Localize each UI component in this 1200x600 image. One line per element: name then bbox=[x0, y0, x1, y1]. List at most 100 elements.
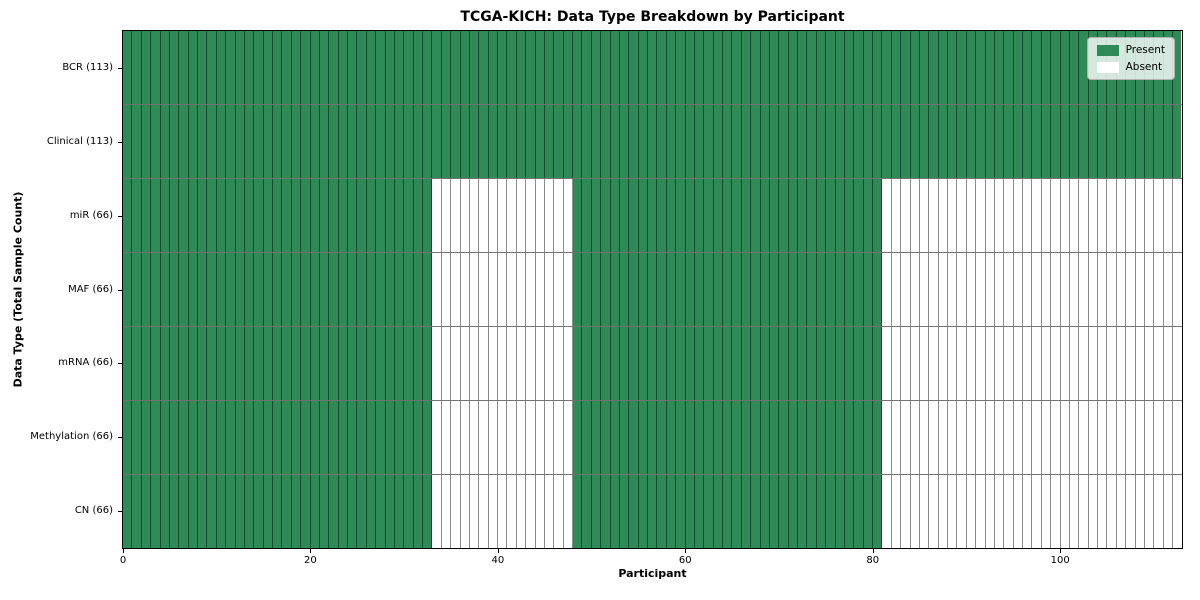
grid-cell bbox=[479, 31, 489, 104]
grid-cell bbox=[348, 253, 358, 326]
grid-cell bbox=[788, 179, 798, 252]
x-tick-label: 80 bbox=[866, 555, 880, 566]
grid-cell bbox=[1051, 327, 1061, 400]
grid-cell bbox=[151, 253, 161, 326]
grid-cell bbox=[179, 31, 189, 104]
grid-cell bbox=[1088, 327, 1098, 400]
grid-cell bbox=[535, 31, 545, 104]
grid-cell bbox=[376, 475, 386, 548]
y-tick-mark bbox=[118, 141, 122, 143]
grid-cell bbox=[835, 475, 845, 548]
grid-cell bbox=[694, 31, 705, 104]
grid-cell bbox=[1069, 475, 1080, 548]
grid-cell bbox=[441, 327, 452, 400]
grid-cell bbox=[413, 105, 423, 178]
grid-cell bbox=[760, 105, 770, 178]
grid-cell bbox=[873, 475, 883, 548]
grid-cell bbox=[1051, 31, 1061, 104]
grid-cell bbox=[863, 31, 873, 104]
grid-cell bbox=[994, 475, 1005, 548]
grid-cell bbox=[1041, 105, 1052, 178]
grid-cell bbox=[779, 179, 789, 252]
grid-cell bbox=[919, 401, 930, 474]
grid-cell bbox=[788, 475, 798, 548]
grid-cell bbox=[676, 401, 686, 474]
grid-cell bbox=[263, 327, 273, 400]
grid-cell bbox=[451, 179, 461, 252]
grid-cell bbox=[235, 105, 245, 178]
grid-cell bbox=[994, 327, 1005, 400]
y-tick-label: Methylation (66) bbox=[30, 431, 113, 443]
grid-cell bbox=[741, 179, 752, 252]
grid-cell bbox=[488, 105, 498, 178]
grid-cell bbox=[648, 31, 658, 104]
grid-cell bbox=[554, 401, 564, 474]
grid-cell bbox=[704, 401, 714, 474]
grid-cell bbox=[901, 105, 911, 178]
grid-cell bbox=[844, 475, 855, 548]
grid-cell bbox=[807, 179, 817, 252]
grid-cell bbox=[216, 327, 227, 400]
grid-cell bbox=[788, 327, 798, 400]
grid-cell bbox=[498, 475, 508, 548]
grid-cell bbox=[535, 401, 545, 474]
grid-cell bbox=[648, 327, 658, 400]
grid-cell bbox=[704, 475, 714, 548]
grid-cell bbox=[1060, 31, 1070, 104]
grid-cell bbox=[573, 475, 583, 548]
grid-cell bbox=[460, 401, 470, 474]
grid-cell bbox=[798, 401, 808, 474]
grid-cell bbox=[891, 31, 902, 104]
grid-cell bbox=[901, 31, 911, 104]
grid-cell bbox=[413, 253, 423, 326]
grid-cell bbox=[582, 475, 592, 548]
grid-cell bbox=[966, 31, 977, 104]
grid-cell bbox=[666, 327, 677, 400]
grid-cell bbox=[666, 475, 677, 548]
grid-cell bbox=[788, 401, 798, 474]
grid-cell bbox=[704, 105, 714, 178]
grid-cell bbox=[1079, 327, 1089, 400]
grid-cell bbox=[835, 401, 845, 474]
grid-cell bbox=[816, 31, 827, 104]
grid-cell bbox=[329, 401, 339, 474]
y-tick-label: Clinical (113) bbox=[46, 135, 113, 147]
y-tick-label: CN (66) bbox=[74, 505, 113, 517]
grid-cell bbox=[423, 179, 433, 252]
grid-cell bbox=[863, 475, 873, 548]
grid-cell bbox=[835, 105, 845, 178]
grid-cell bbox=[141, 31, 152, 104]
grid-cell bbox=[938, 31, 948, 104]
grid-cell bbox=[329, 31, 339, 104]
grid-cell bbox=[254, 253, 264, 326]
grid-cell bbox=[1060, 179, 1070, 252]
grid-cell bbox=[188, 31, 198, 104]
grid-cell bbox=[1088, 253, 1098, 326]
grid-cell bbox=[901, 475, 911, 548]
grid-cell bbox=[910, 105, 920, 178]
grid-cell bbox=[132, 31, 142, 104]
grid-cell bbox=[1032, 31, 1042, 104]
grid-cell bbox=[779, 475, 789, 548]
grid-cell bbox=[666, 105, 677, 178]
grid-cell bbox=[310, 475, 320, 548]
grid-cell bbox=[132, 105, 142, 178]
grid-cell bbox=[732, 475, 742, 548]
grid-cell bbox=[976, 401, 986, 474]
grid-cell bbox=[694, 475, 705, 548]
grid-cell bbox=[291, 179, 302, 252]
grid-cell bbox=[1116, 105, 1127, 178]
grid-cell bbox=[282, 327, 292, 400]
grid-cell bbox=[151, 31, 161, 104]
grid-cell bbox=[685, 179, 695, 252]
grid-cell bbox=[798, 475, 808, 548]
grid-cell bbox=[769, 475, 780, 548]
grid-cell bbox=[957, 179, 967, 252]
grid-cell bbox=[1069, 105, 1080, 178]
grid-cell bbox=[591, 179, 602, 252]
grid-cell bbox=[657, 105, 667, 178]
grid-cell bbox=[244, 327, 255, 400]
grid-cell bbox=[282, 475, 292, 548]
grid-cell bbox=[713, 253, 723, 326]
